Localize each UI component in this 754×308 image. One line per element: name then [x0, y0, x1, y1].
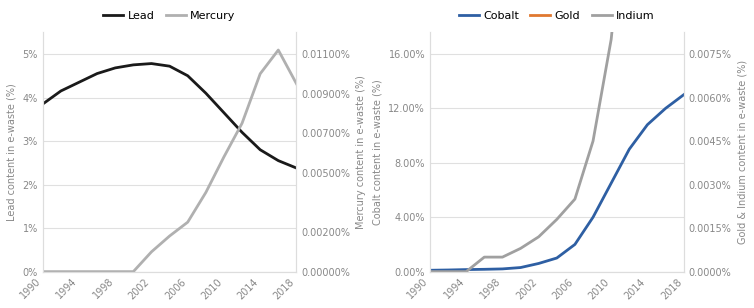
Indium: [570, 197, 579, 201]
Mercury: [75, 270, 84, 274]
Mercury: [93, 270, 102, 274]
Lead: [129, 63, 138, 67]
Cobalt: [552, 256, 561, 260]
Cobalt: [589, 215, 598, 219]
Indium: [516, 247, 525, 250]
Cobalt: [570, 243, 579, 246]
Lead: [111, 66, 120, 70]
Y-axis label: Mercury content in e-waste (%): Mercury content in e-waste (%): [356, 75, 366, 229]
Lead: [219, 111, 228, 115]
Lead: [57, 89, 66, 93]
Mercury: [183, 220, 192, 224]
Indium: [589, 139, 598, 143]
Mercury: [274, 48, 283, 52]
Lead: [75, 80, 84, 84]
Cobalt: [461, 268, 470, 271]
Line: Mercury: Mercury: [43, 50, 296, 272]
Lead: [292, 166, 301, 170]
Line: Cobalt: Cobalt: [430, 95, 684, 270]
Mercury: [129, 270, 138, 274]
Cobalt: [516, 266, 525, 270]
Mercury: [256, 72, 265, 76]
Mercury: [292, 82, 301, 86]
Mercury: [238, 121, 247, 125]
Indium: [480, 255, 489, 259]
Cobalt: [679, 93, 688, 97]
Cobalt: [498, 267, 507, 271]
Indium: [607, 38, 616, 41]
Mercury: [165, 234, 174, 238]
Mercury: [38, 270, 48, 274]
Cobalt: [607, 181, 616, 185]
Mercury: [111, 270, 120, 274]
Cobalt: [443, 268, 452, 272]
Lead: [38, 102, 48, 106]
Cobalt: [643, 123, 652, 127]
Lead: [165, 64, 174, 68]
Legend: Cobalt, Gold, Indium: Cobalt, Gold, Indium: [455, 7, 659, 26]
Indium: [443, 270, 452, 274]
Cobalt: [661, 107, 670, 110]
Indium: [498, 255, 507, 259]
Y-axis label: Lead content in e-waste (%): Lead content in e-waste (%): [7, 83, 17, 221]
Y-axis label: Cobalt content in e-waste (%): Cobalt content in e-waste (%): [372, 79, 383, 225]
Lead: [201, 91, 210, 95]
Indium: [552, 217, 561, 221]
Mercury: [147, 250, 156, 254]
Lead: [183, 74, 192, 78]
Cobalt: [534, 261, 543, 265]
Indium: [425, 270, 434, 274]
Mercury: [57, 270, 66, 274]
Mercury: [201, 191, 210, 194]
Line: Indium: Indium: [430, 0, 684, 272]
Cobalt: [425, 268, 434, 272]
Cobalt: [480, 267, 489, 271]
Lead: [93, 72, 102, 75]
Line: Lead: Lead: [43, 63, 296, 168]
Legend: Lead, Mercury: Lead, Mercury: [99, 7, 241, 26]
Cobalt: [625, 147, 634, 151]
Y-axis label: Gold & Indium content in e-waste (%): Gold & Indium content in e-waste (%): [737, 60, 747, 244]
Indium: [461, 270, 470, 274]
Lead: [256, 148, 265, 152]
Indium: [534, 235, 543, 239]
Lead: [147, 62, 156, 65]
Lead: [238, 131, 247, 134]
Lead: [274, 159, 283, 163]
Mercury: [219, 155, 228, 159]
